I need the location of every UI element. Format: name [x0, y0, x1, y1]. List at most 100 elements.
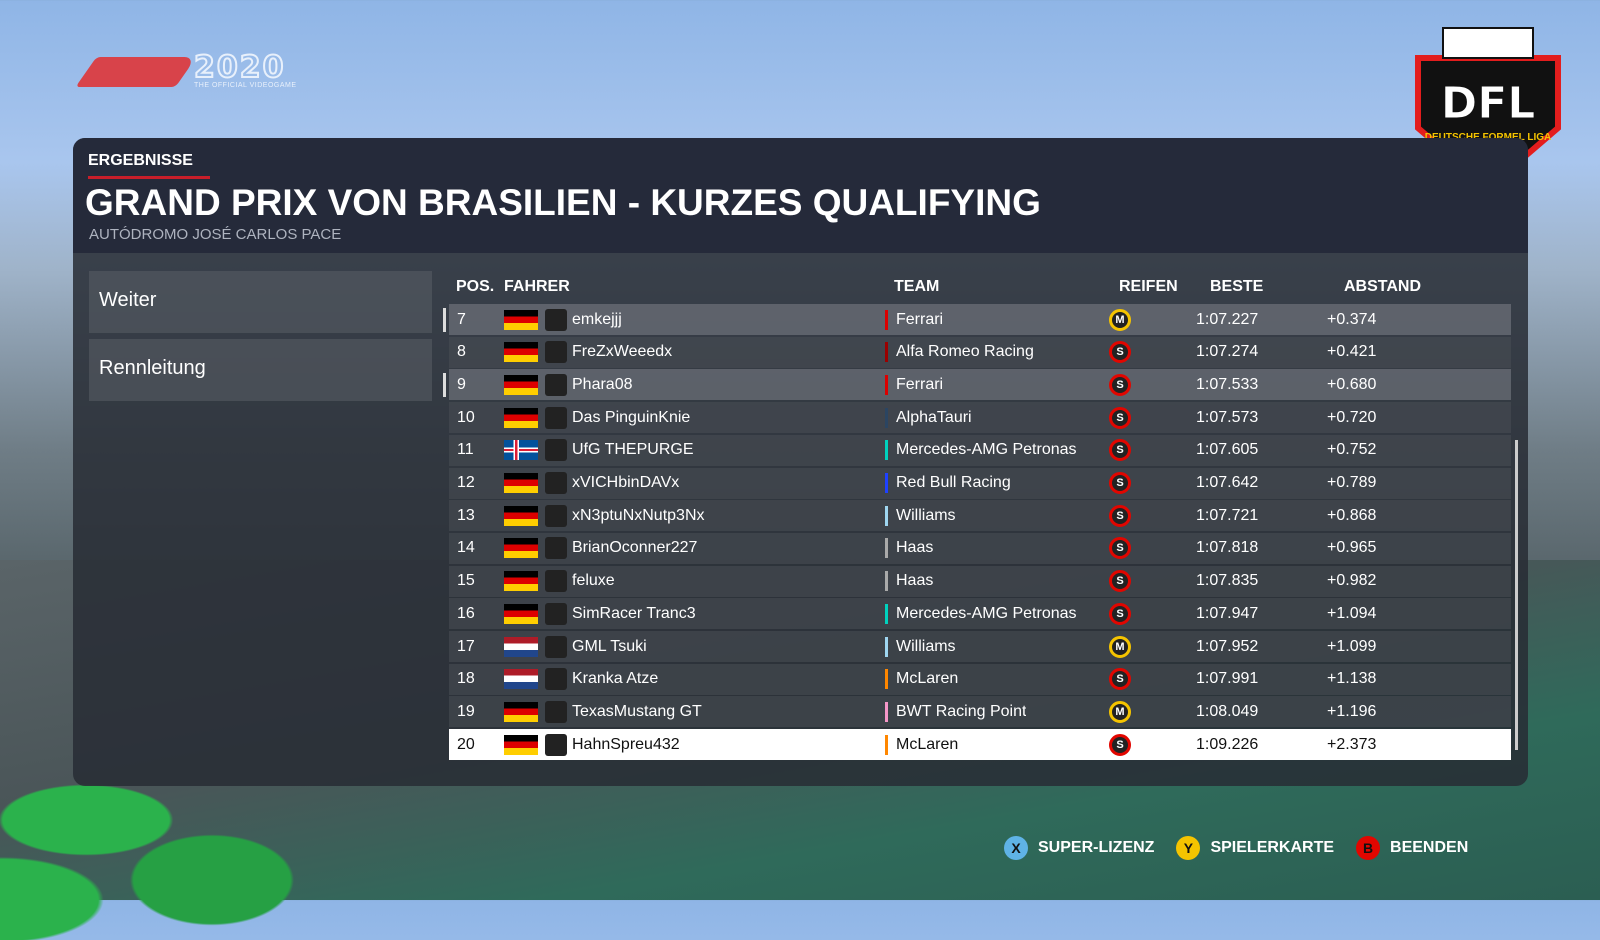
footer-buttons: X SUPER-LIZENZ Y SPIELERKARTE B BEENDEN	[1004, 836, 1468, 860]
driver-avatar-icon	[545, 472, 567, 494]
flag-iceland-icon	[504, 440, 538, 461]
table-row[interactable]: 9 Phara08 Ferrari S 1:07.533 +0.680	[443, 369, 1511, 401]
table-row[interactable]: 19 TexasMustang GT BWT Racing Point M 1:…	[449, 696, 1511, 728]
best-lap: 1:07.721	[1196, 506, 1259, 524]
team-name: Haas	[896, 539, 934, 557]
team-name: Mercedes-AMG Petronas	[896, 441, 1077, 459]
driver-avatar-icon	[545, 308, 567, 331]
position: 8	[457, 343, 466, 361]
team-color-bar	[885, 407, 888, 428]
gap: +0.421	[1327, 343, 1377, 361]
table-row[interactable]: 20 HahnSpreu432 McLaren S 1:09.226 +2.37…	[449, 729, 1511, 761]
table-row[interactable]: 10 Das PinguinKnie AlphaTauri S 1:07.573…	[449, 402, 1511, 434]
position: 11	[457, 441, 474, 459]
menu-weiter[interactable]: Weiter	[89, 271, 432, 333]
team-name: Red Bull Racing	[896, 474, 1011, 491]
best-lap: 1:07.835	[1196, 572, 1259, 590]
driver-avatar-icon	[545, 570, 567, 593]
team-color-bar	[885, 342, 888, 363]
position: 13	[457, 506, 475, 524]
team-color-bar	[885, 669, 888, 690]
driver-name: Phara08	[572, 375, 633, 393]
table-row[interactable]: 14 BrianOconner227 Haas S 1:07.818 +0.96…	[449, 532, 1511, 564]
f1-logo-mark	[75, 56, 197, 87]
button-label: SUPER-LIZENZ	[1038, 839, 1155, 856]
driver-name: UfG THEPURGE	[572, 441, 694, 459]
flag-netherlands-icon	[504, 669, 538, 690]
table-row[interactable]: 13 xN3ptuNxNutp3Nx Williams S 1:07.721 +…	[449, 500, 1511, 532]
button-label: BEENDEN	[1390, 839, 1469, 856]
player-card-button[interactable]: Y SPIELERKARTE	[1176, 836, 1334, 860]
flag-germany-icon	[504, 473, 538, 493]
dfl-league-logo: DFL DEUTSCHE FORMEL LIGA ★	[1415, 27, 1561, 188]
table-row[interactable]: 17 GML Tsuki Williams M 1:07.952 +1.099	[449, 631, 1511, 662]
position: 12	[457, 474, 475, 491]
results-panel: ERGEBNISSE GRAND PRIX VON BRASILIEN - KU…	[73, 138, 1528, 786]
tyre-compound-icon: S	[1109, 439, 1131, 462]
row-marker	[443, 372, 446, 397]
position: 7	[457, 310, 466, 328]
league-abbr: DFL	[1441, 78, 1536, 129]
table-row[interactable]: 18 Kranka Atze McLaren S 1:07.991 +1.138	[449, 663, 1511, 695]
gap: +0.374	[1327, 310, 1377, 328]
table-row[interactable]: 11 UfG THEPURGE Mercedes-AMG Petronas S …	[449, 434, 1511, 466]
driver-avatar-icon	[545, 602, 567, 625]
f1-2020-logo: 2020 THE OFFICIAL VIDEOGAME	[75, 52, 297, 89]
driver-avatar-icon	[545, 406, 567, 429]
best-lap: 1:07.991	[1196, 670, 1259, 688]
best-lap: 1:07.818	[1196, 539, 1259, 557]
team-color-bar	[885, 309, 888, 330]
team-name: McLaren	[896, 735, 959, 753]
table-row[interactable]: 8 FreZxWeeedx Alfa Romeo Racing S 1:07.2…	[449, 336, 1511, 368]
best-lap: 1:07.573	[1196, 408, 1259, 426]
table-row[interactable]: 15 feluxe Haas S 1:07.835 +0.982	[449, 565, 1511, 597]
col-best: BESTE	[1210, 278, 1264, 295]
best-lap: 1:07.227	[1196, 310, 1259, 328]
menu-rennleitung[interactable]: Rennleitung	[89, 339, 432, 401]
col-tyre: REIFEN	[1119, 278, 1178, 295]
team-color-bar	[885, 374, 888, 395]
button-label: SPIELERKARTE	[1210, 839, 1335, 856]
col-pos: POS.	[456, 278, 495, 295]
position: 15	[457, 572, 475, 590]
table-row[interactable]: 16 SimRacer Tranc3 Mercedes-AMG Petronas…	[449, 598, 1511, 630]
team-color-bar	[885, 538, 888, 559]
gap: +0.720	[1327, 408, 1377, 426]
position: 19	[457, 702, 475, 720]
driver-avatar-icon	[545, 373, 567, 396]
flag-germany-icon	[504, 538, 538, 559]
tyre-compound-icon: M	[1109, 308, 1131, 331]
table-row[interactable]: 7 emkejjj Ferrari M 1:07.227 +0.374	[443, 304, 1511, 335]
position: 14	[457, 539, 475, 557]
gap: +0.680	[1327, 375, 1377, 393]
driver-name: SimRacer Tranc3	[572, 604, 696, 622]
tyre-compound-icon: S	[1109, 406, 1131, 429]
gap: +1.094	[1327, 604, 1377, 622]
team-name: Alfa Romeo Racing	[896, 343, 1034, 361]
driver-name: xN3ptuNxNutp3Nx	[572, 506, 705, 524]
table-row[interactable]: 12 xVICHbinDAVx Red Bull Racing S 1:07.6…	[449, 467, 1511, 499]
tyre-compound-icon: S	[1109, 668, 1131, 691]
best-lap: 1:07.605	[1196, 441, 1259, 459]
flag-netherlands-icon	[504, 636, 538, 657]
gap: +0.752	[1327, 441, 1377, 459]
tyre-compound-icon: M	[1109, 700, 1131, 723]
scrollbar[interactable]	[1515, 440, 1518, 750]
team-name: Williams	[896, 506, 956, 524]
results-header: ERGEBNISSE GRAND PRIX VON BRASILIEN - KU…	[73, 138, 1528, 253]
super-license-button[interactable]: X SUPER-LIZENZ	[1004, 836, 1154, 860]
team-color-bar	[885, 571, 888, 592]
team-name: BWT Racing Point	[896, 702, 1027, 720]
position: 9	[457, 375, 466, 393]
flag-germany-icon	[504, 701, 538, 722]
gap: +1.099	[1327, 637, 1377, 655]
tyre-compound-icon: M	[1109, 635, 1131, 658]
game-subtitle: THE OFFICIAL VIDEOGAME	[194, 82, 297, 89]
quit-button[interactable]: B BEENDEN	[1356, 836, 1468, 860]
driver-name: emkejjj	[572, 310, 622, 328]
y-button-icon: Y	[1176, 836, 1201, 860]
position: 18	[457, 670, 475, 688]
best-lap: 1:07.642	[1196, 474, 1259, 491]
page-title: GRAND PRIX VON BRASILIEN - KURZES QUALIF…	[85, 182, 1041, 223]
team-color-bar	[885, 636, 888, 657]
